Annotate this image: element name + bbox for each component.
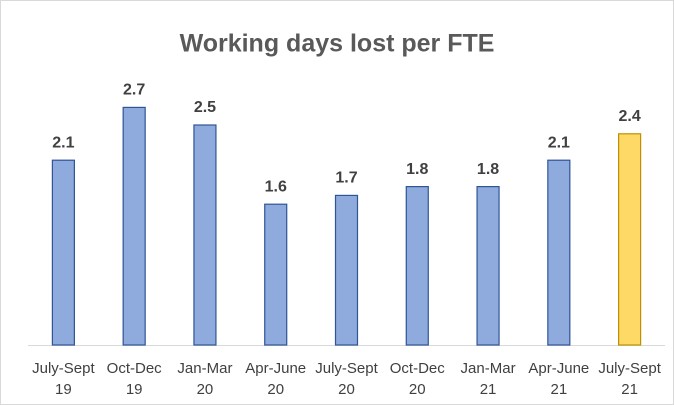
x-tick-label-line: Oct-Dec: [107, 360, 163, 377]
x-tick-label-line: 21: [480, 381, 497, 398]
x-tick-label: Jan-Mar 21: [461, 360, 516, 398]
x-tick-label-line: July-Sept: [315, 360, 378, 377]
value-label: 2.1: [548, 134, 570, 151]
x-tick-label-line: Jan-Mar: [177, 360, 232, 377]
x-tick-label: Jan-Mar 20: [177, 360, 232, 398]
bar: [334, 194, 359, 346]
bar: [122, 106, 146, 346]
x-tick-label: Oct-Dec 20: [390, 360, 446, 398]
value-label: 1.6: [265, 178, 287, 195]
chart-title: Working days lost per FTE: [180, 30, 495, 58]
x-tick-label-line: 19: [126, 381, 143, 398]
x-tick-label-line: July-Sept: [598, 360, 661, 377]
bar: [405, 186, 429, 346]
x-tick-label-line: July-Sept: [32, 360, 95, 377]
bar: [264, 203, 288, 346]
value-label: 1.8: [406, 161, 428, 178]
x-tick-label-line: Apr-June: [528, 360, 589, 377]
x-tick-label-line: 19: [55, 381, 72, 398]
value-label: 1.7: [335, 170, 357, 187]
value-label: 2.5: [194, 99, 216, 116]
x-tick-label: July-Sept 21: [598, 360, 661, 398]
x-tick-label-line: Apr-June: [245, 360, 306, 377]
value-label: 2.4: [618, 108, 640, 125]
x-tick-label-line: Jan-Mar: [461, 360, 516, 377]
value-label: 2.7: [123, 82, 145, 99]
x-tick-label: Oct-Dec 19: [107, 360, 163, 398]
x-tick-label: Apr-June 21: [528, 360, 589, 398]
x-tick-label-line: 21: [550, 381, 567, 398]
x-tick-label-line: 20: [338, 381, 355, 398]
bar: [547, 159, 571, 346]
x-tick-label-line: 20: [409, 381, 426, 398]
bar: [476, 186, 500, 346]
x-tick-label-line: 20: [197, 381, 214, 398]
bar: [193, 124, 217, 346]
x-tick-label: July-Sept 20: [315, 360, 378, 398]
x-tick-label: July-Sept 19: [32, 360, 95, 398]
value-label: 2.1: [52, 134, 74, 151]
bar: [51, 159, 75, 346]
value-label: 1.8: [477, 161, 499, 178]
x-tick-label-line: 20: [267, 381, 284, 398]
x-tick-label-line: 21: [621, 381, 638, 398]
bar: [618, 133, 642, 346]
x-tick-label: Apr-June 20: [245, 360, 306, 398]
x-tick-label-line: Oct-Dec: [390, 360, 446, 377]
